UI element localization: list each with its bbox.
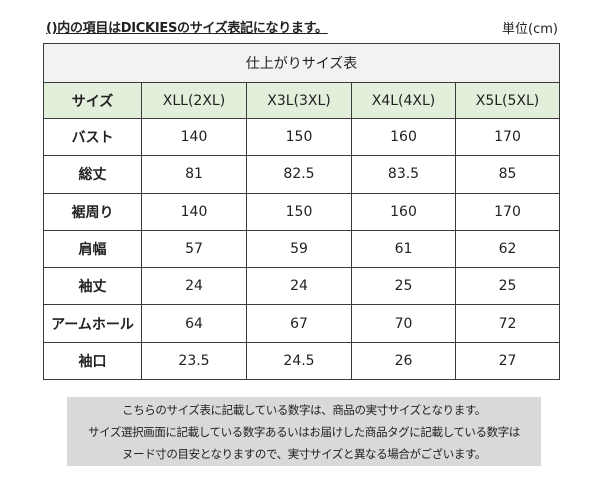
- column-header: X3L(3XL): [246, 82, 352, 119]
- table-row: 総丈 81 82.5 83.5 85: [43, 155, 561, 194]
- table-cell: 27: [454, 341, 561, 381]
- disclaimer-line: サイズ選択画面に記載している数字あるいはお届けした商品タグに記載している数字は: [88, 425, 520, 439]
- table-cell: 25: [454, 267, 561, 306]
- row-label: 総丈: [43, 155, 142, 194]
- table-cell: 82.5: [246, 155, 352, 194]
- unit-label: 単位(cm): [502, 22, 558, 37]
- table-cell: 64: [141, 304, 247, 343]
- size-column-header: サイズ: [43, 82, 142, 119]
- table-cell: 170: [454, 192, 561, 231]
- table-row: 肩幅 57 59 61 62: [43, 229, 561, 269]
- table-cell: 61: [351, 229, 456, 269]
- column-header: X4L(4XL): [351, 82, 456, 119]
- row-label: 袖丈: [43, 267, 142, 306]
- table-cell: 57: [141, 229, 247, 269]
- table-cell: 160: [351, 192, 456, 231]
- table-cell: 24: [141, 267, 247, 306]
- row-label: 肩幅: [43, 229, 142, 269]
- table-cell: 23.5: [141, 341, 247, 381]
- table-cell: 70: [351, 304, 456, 343]
- table-row: 袖口 23.5 24.5 26 27: [43, 341, 561, 381]
- size-table: 仕上がりサイズ表 サイズ XLL(2XL) X3L(3XL) X4L(4XL) …: [42, 43, 561, 381]
- table-row: 袖丈 24 24 25 25: [43, 267, 561, 306]
- table-cell: 67: [246, 304, 352, 343]
- table-cell: 81: [141, 155, 247, 194]
- table-title: 仕上がりサイズ表: [42, 43, 561, 83]
- table-cell: 24.5: [246, 341, 352, 381]
- table-title-row: 仕上がりサイズ表: [42, 43, 561, 83]
- table-cell: 150: [246, 117, 352, 157]
- table-cell: 85: [454, 155, 561, 194]
- table-row: 裾周り 140 150 160 170: [43, 192, 561, 231]
- table-cell: 170: [454, 117, 561, 157]
- size-notation-note: ()内の項目はDICKIESのサイズ表記になります。: [46, 21, 328, 36]
- table-cell: 72: [454, 304, 561, 343]
- column-header: X5L(5XL): [454, 82, 561, 119]
- table-cell: 140: [141, 117, 247, 157]
- column-header: XLL(2XL): [141, 82, 247, 119]
- table-cell: 25: [351, 267, 456, 306]
- table-cell: 26: [351, 341, 456, 381]
- table-cell: 160: [351, 117, 456, 157]
- table-cell: 150: [246, 192, 352, 231]
- table-row: バスト 140 150 160 170: [43, 117, 561, 157]
- disclaimer-line: こちらのサイズ表に記載している数字は、商品の実寸サイズとなります。: [122, 403, 486, 417]
- table-cell: 24: [246, 267, 352, 306]
- table-cell: 59: [246, 229, 352, 269]
- table-header-row: サイズ XLL(2XL) X3L(3XL) X4L(4XL) X5L(5XL): [43, 82, 561, 119]
- table-cell: 62: [454, 229, 561, 269]
- table-cell: 140: [141, 192, 247, 231]
- disclaimer-line: ヌード寸の目安となりますので、実寸サイズと異なる場合がございます。: [122, 447, 486, 461]
- table-row: アームホール 64 67 70 72: [43, 304, 561, 343]
- row-label: 袖口: [43, 341, 142, 381]
- measurement-disclaimer: こちらのサイズ表に記載している数字は、商品の実寸サイズとなります。 サイズ選択画…: [67, 397, 541, 466]
- row-label: 裾周り: [43, 192, 142, 231]
- table-cell: 83.5: [351, 155, 456, 194]
- row-label: バスト: [43, 117, 142, 157]
- row-label: アームホール: [43, 304, 142, 343]
